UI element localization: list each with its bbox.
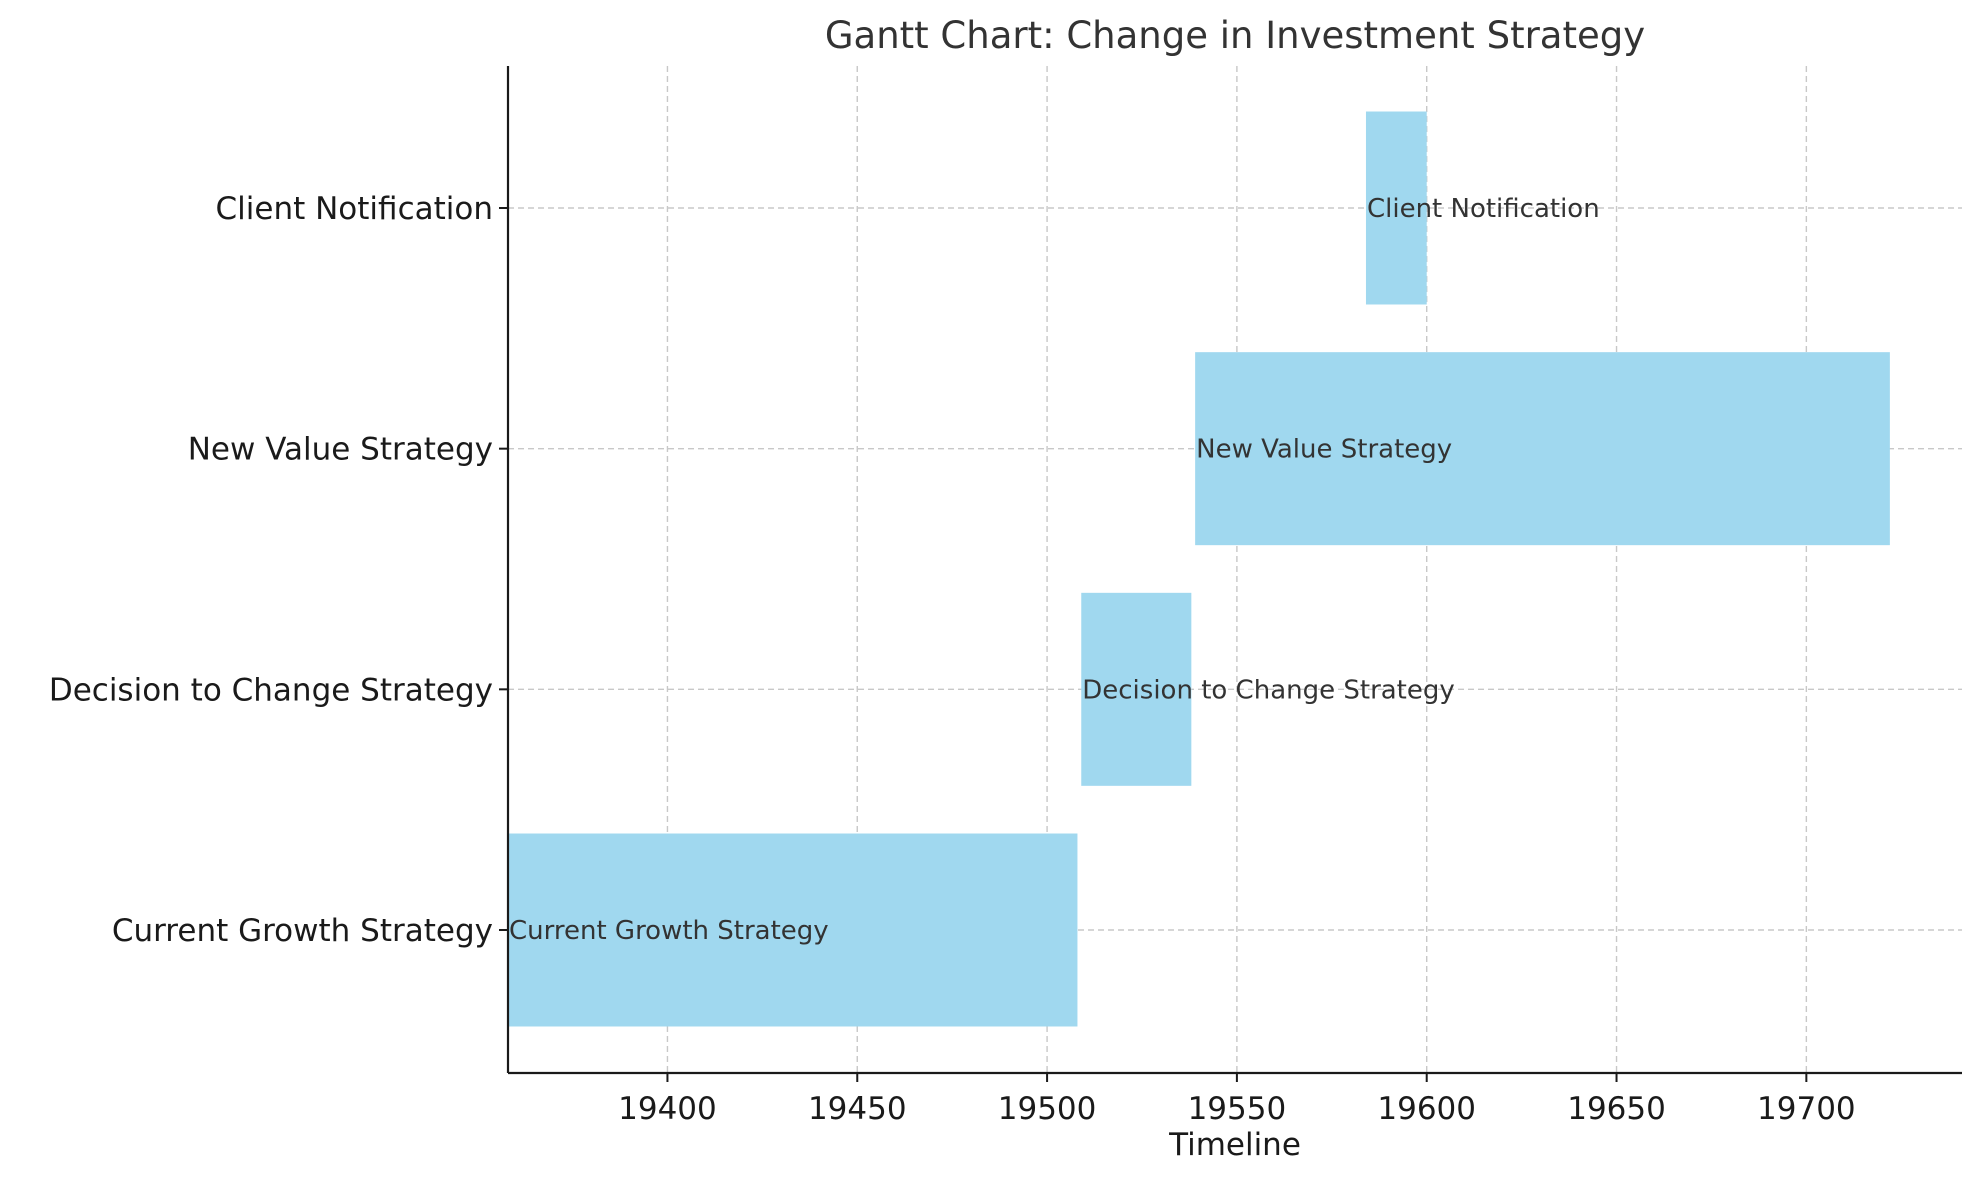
axes: 19400 19450 19500 19550 19600 19650 19700 Curre… xyxy=(49,66,1962,1127)
y-tick-label: Decision to Change Strategy xyxy=(49,672,493,708)
bar-label: Decision to Change Strategy xyxy=(1082,675,1455,705)
gantt-bar xyxy=(1195,352,1890,546)
x-tick-label: 19700 xyxy=(1757,1091,1856,1127)
bar-label: New Value Strategy xyxy=(1196,435,1452,465)
x-tick-label: 19650 xyxy=(1567,1091,1666,1127)
y-tick-label: New Value Strategy xyxy=(188,432,493,468)
bar-label: Client Notification xyxy=(1367,194,1600,224)
x-tick-label: 19400 xyxy=(618,1091,717,1127)
gantt-bar xyxy=(1081,592,1192,786)
x-axis-label: Timeline xyxy=(1168,1127,1301,1163)
x-tick-label: 19450 xyxy=(808,1091,907,1127)
bar-label: Current Growth Strategy xyxy=(509,916,829,946)
gantt-bar xyxy=(1365,111,1427,305)
x-tick-label: 19500 xyxy=(998,1091,1097,1127)
y-tick-label: Current Growth Strategy xyxy=(112,913,493,949)
gantt-bar xyxy=(508,833,1078,1027)
x-tick-label: 19550 xyxy=(1188,1091,1287,1127)
x-tick-label: 19600 xyxy=(1377,1091,1476,1127)
chart-title: Gantt Chart: Change in Investment Strate… xyxy=(825,14,1645,57)
y-tick-label: Client Notification xyxy=(216,191,493,227)
bars: Current Growth Strategy Decision to Chang… xyxy=(508,111,1890,1027)
